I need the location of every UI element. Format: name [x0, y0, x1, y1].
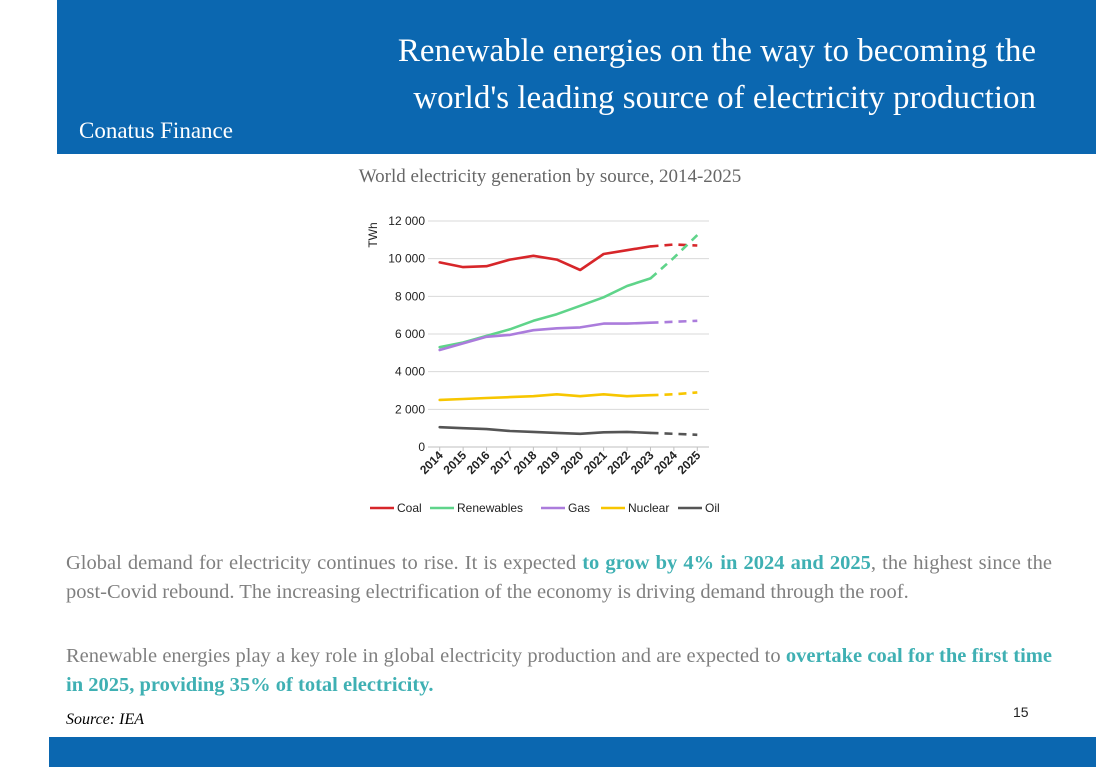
series-line-renewables: [438, 277, 652, 349]
y-tick-label: 8 000: [395, 289, 425, 303]
legend-label: Renewables: [457, 501, 523, 515]
series-forecast-renewables: [649, 234, 699, 280]
paragraph-renewables: Renewable energies play a key role in gl…: [66, 642, 1052, 699]
title-line-1: Renewable energies on the way to becomin…: [397, 33, 1036, 69]
y-tick-label: 0: [418, 440, 425, 454]
paragraph-demand-text-2: , the highest since the post-Covid rebou…: [66, 552, 1052, 603]
legend-label: Nuclear: [628, 501, 669, 515]
y-tick-label: 4 000: [395, 365, 425, 379]
title-line-2: world's leading source of electricity pr…: [413, 80, 1036, 116]
series-forecast-coal: [650, 243, 698, 248]
x-tick-label: 2018: [511, 448, 540, 477]
x-tick-label: 2021: [581, 448, 610, 477]
y-axis-label: TWh: [366, 222, 380, 247]
header-banner: Renewable energies on the way to becomin…: [57, 0, 1096, 154]
x-tick-label: 2017: [487, 448, 516, 477]
legend-label: Gas: [568, 501, 590, 515]
footer-bar: [49, 737, 1096, 767]
x-tick-label: 2024: [651, 448, 680, 477]
brand-name: Conatus Finance: [79, 118, 233, 143]
x-tick-label: 2019: [534, 448, 563, 477]
y-tick-label: 2 000: [395, 402, 425, 416]
legend-label: Oil: [705, 501, 720, 515]
series-line-nuclear: [438, 393, 652, 402]
x-tick-label: 2023: [628, 448, 657, 477]
page-title: Renewable energies on the way to becomin…: [216, 28, 1036, 122]
paragraph-renewables-text: Renewable energies play a key role in gl…: [66, 645, 786, 667]
x-tick-label: 2022: [604, 448, 633, 477]
x-tick-label: 2025: [675, 448, 704, 477]
series-forecast-nuclear: [650, 391, 698, 397]
series-line-oil: [438, 425, 652, 436]
y-tick-label: 10 000: [388, 252, 425, 266]
series-forecast-gas: [650, 319, 698, 324]
y-tick-label: 12 000: [388, 214, 425, 228]
paragraph-demand: Global demand for electricity continues …: [66, 549, 1052, 606]
paragraph-demand-highlight: to grow by 4% in 2024 and 2025: [582, 552, 871, 574]
legend-label: Coal: [397, 501, 422, 515]
chart-title: World electricity generation by source, …: [358, 166, 742, 187]
x-tick-label: 2015: [440, 448, 469, 477]
series-line-gas: [438, 321, 652, 352]
source-note: Source: IEA: [66, 711, 145, 728]
paragraph-demand-text-1: Global demand for electricity continues …: [66, 552, 583, 574]
page-number: 15: [1013, 704, 1029, 720]
x-tick-label: 2020: [558, 448, 587, 477]
paragraph-renewables-highlight: overtake coal for the first time in 2025…: [66, 645, 1052, 696]
x-tick-label: 2016: [464, 448, 493, 477]
series-forecast-oil: [650, 431, 698, 437]
series-line-coal: [438, 245, 652, 272]
y-tick-label: 6 000: [395, 327, 425, 341]
